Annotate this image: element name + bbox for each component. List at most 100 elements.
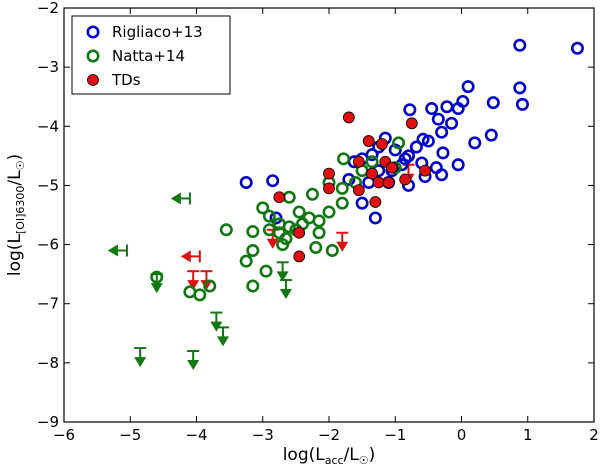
data-point [445,116,459,130]
upper-limit-arrow [276,261,289,282]
x-tick-label: −5 [119,426,141,444]
data-point [292,205,306,219]
data-point [272,217,286,231]
legend-entry-tds: TDs [87,71,141,89]
data-point [570,41,584,55]
data-point [183,285,197,299]
upper-limit-arrow [210,311,223,332]
legend-label-rigliaco: Rigliaco+13 [112,23,203,41]
x-tick-label: 1 [523,426,533,444]
y-tick-label: −9 [37,413,59,431]
left-limit-arrow [107,244,128,257]
data-point [352,155,365,168]
data-point [302,211,316,225]
y-tick-label: −4 [37,117,59,135]
data-point [436,146,450,160]
data-point [219,223,233,237]
data-point [246,225,260,239]
data-point [312,226,326,240]
upper-limit-arrow [134,347,147,368]
data-point [401,149,415,163]
upper-limit-arrow [187,350,200,371]
x-tick-label: −3 [252,426,274,444]
data-point [392,136,406,150]
y-tick-label: −2 [37,0,59,17]
y-tick-label: −5 [37,176,59,194]
data-point [322,205,336,219]
legend-entry-rigliaco: Rigliaco+13 [86,23,203,41]
data-point [203,279,217,293]
data-point [239,254,253,268]
x-tick-label: −1 [384,426,406,444]
left-limit-arrow [180,250,201,263]
y-tick-label: −7 [37,295,59,313]
data-point [323,167,335,180]
data-point [266,174,280,188]
legend-marker-rigliaco [86,25,100,39]
x-axis-label: log(Lacc/L☉) [283,445,376,467]
plot-area [107,38,584,371]
data-point [335,181,349,195]
x-tick-label: −6 [53,426,75,444]
data-point [461,80,475,94]
data-point [484,128,498,142]
data-point [259,264,273,278]
data-point [425,102,439,116]
data-point [435,125,449,139]
data-point [440,100,454,114]
x-tick-label: 2 [589,426,599,444]
data-point [282,190,296,204]
legend-marker-natta [86,49,100,63]
data-point [376,138,388,150]
data-point [335,196,349,210]
data-point [419,164,431,177]
data-point [513,38,527,52]
data-point [273,191,286,204]
y-tick-label: −6 [37,236,59,254]
data-point [293,226,306,239]
data-point [342,173,356,187]
left-limit-arrow [170,192,191,205]
data-point [323,182,335,195]
legend-label-tds: TDs [111,71,141,89]
y-axis-label: log(L[OI]6300/L☉) [5,154,27,276]
data-point [431,112,445,126]
data-point [409,140,423,154]
data-point [342,111,355,124]
data-point [355,196,369,210]
data-point [372,176,385,189]
x-tick-label: −4 [185,426,207,444]
data-point [398,152,412,166]
data-point [293,250,306,263]
y-tick-label: −8 [37,354,59,372]
data-point [403,103,417,117]
data-point [305,187,319,201]
data-point [416,132,430,146]
data-point [429,161,443,175]
y-tick-label: −3 [37,58,59,76]
legend: Rigliaco+13 Natta+14 TDs [71,15,231,95]
legend-entry-natta: Natta+14 [86,47,185,65]
legend-marker-tds [87,74,99,86]
data-point [405,117,418,130]
x-tick-label: −2 [318,426,340,444]
data-point [388,143,402,157]
data-point [515,97,529,111]
data-point [513,81,527,95]
data-point [468,136,482,150]
data-point [362,135,375,147]
data-point [150,270,164,284]
data-point [368,211,382,225]
legend-label-natta: Natta+14 [112,47,185,65]
data-point [399,173,412,186]
data-point [365,155,379,169]
data-point [352,184,365,197]
upper-limit-arrow [279,279,292,300]
data-point [337,152,351,166]
upper-limit-arrow [187,270,200,291]
data-point [325,243,339,257]
data-point [366,167,378,180]
data-point [262,209,276,223]
data-point [246,243,260,257]
